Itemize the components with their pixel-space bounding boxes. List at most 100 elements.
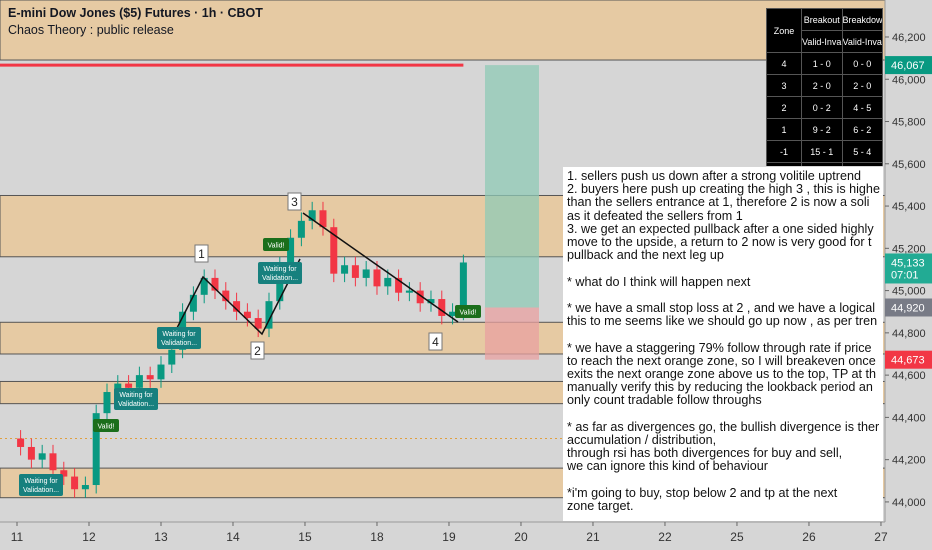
table-cell: 4 (766, 52, 802, 75)
candle-body (135, 375, 143, 388)
header-row: ZoneBreakoutBreakdown (766, 8, 883, 53)
swing-label: 4 (428, 332, 443, 351)
badge-text: Valid! (268, 243, 285, 250)
note-line: through rsi has both divergences for buy… (567, 446, 843, 461)
y-tick-label: 44,000 (892, 497, 926, 509)
x-tick-label: 15 (298, 530, 312, 544)
note-paragraph: * we have a staggering 79% follow throug… (567, 340, 883, 408)
candle-body (146, 375, 154, 380)
header-cell: Breakout (801, 8, 843, 31)
price-tag-label: 46,067 (891, 60, 925, 72)
note-line: we can ignore this kind of behaviour (567, 459, 768, 474)
valid-badge: Valid! (263, 238, 289, 251)
note-line: 2. buyers here push up creating the high… (567, 182, 880, 197)
note-line: *i'm going to buy, stop below 2 and tp a… (567, 485, 838, 500)
note-paragraph: *i'm going to buy, stop below 2 and tp a… (567, 485, 883, 513)
price-tag-sub: 07:01 (891, 269, 919, 281)
candle-body (71, 476, 79, 490)
candle-body (49, 453, 57, 471)
note-line: than the sellers entrance at 1, therefor… (567, 195, 870, 210)
x-tick-label: 12 (82, 530, 96, 544)
candle-body (416, 290, 424, 304)
note-line: * as far as divergences go, the bullish … (567, 419, 880, 434)
candle-body (330, 227, 338, 274)
x-tick-label: 13 (154, 530, 168, 544)
badge-text: Validation... (23, 487, 59, 494)
table-cell: 6 - 4 (801, 162, 843, 166)
candle-body (168, 349, 176, 365)
note-line: * we have a staggering 79% follow throug… (567, 340, 872, 355)
candle-body (438, 299, 446, 316)
price-tag (885, 350, 932, 369)
note-line: 1. sellers push us down after a strong v… (567, 169, 862, 183)
candle-body (427, 299, 435, 304)
candle-body (287, 237, 295, 266)
candle-body (297, 220, 305, 238)
x-tick-label: 18 (370, 530, 384, 544)
waiting-badge: Waiting for Validation... (114, 388, 158, 410)
x-tick-label: 25 (730, 530, 744, 544)
candle-body (362, 269, 370, 278)
y-tick-label: 46,200 (892, 32, 926, 44)
stop-zone (484, 307, 539, 360)
x-tick-label: 22 (658, 530, 672, 544)
candle-body (243, 311, 251, 319)
note-paragraph: * we have a small stop loss at 2 , and w… (567, 301, 883, 328)
price-tag (885, 56, 932, 75)
swing-label: 3 (287, 192, 302, 211)
note-paragraph: * as far as divergences go, the bullish … (567, 419, 883, 474)
note-line: 3. we get an expected pullback after a o… (567, 221, 874, 236)
note-line: accumulation / distribution, (567, 433, 717, 447)
x-tick-label: 14 (226, 530, 240, 544)
note-line: manually verify this by reducing the loo… (567, 380, 873, 395)
waiting-badge: Waiting for Validation... (19, 474, 63, 496)
candle-body (308, 210, 316, 221)
x-tick-label: 27 (874, 530, 888, 544)
candle-body (265, 301, 273, 329)
badge-text: Valid! (460, 310, 477, 317)
header-cell: Breakdown (841, 8, 883, 31)
table-cell: 9 - 2 (801, 118, 843, 141)
candle-body (319, 210, 327, 228)
table-cell: 0 - 2 (801, 96, 843, 119)
subheader-cell: Valid-Invalid (801, 30, 843, 53)
candle-body (222, 290, 230, 302)
candle-body (395, 277, 403, 293)
badge-text: Waiting for (263, 266, 297, 273)
swing-text: 2 (254, 344, 261, 358)
badge-text: Validation... (161, 340, 197, 347)
price-tag (885, 253, 932, 284)
price-tag-label: 45,133 (891, 257, 925, 269)
candle-body (114, 383, 122, 393)
candle-body (351, 265, 359, 278)
table-cell: -2 (766, 162, 802, 166)
x-tick-label: 26 (802, 530, 816, 544)
valid-badge: Valid! (455, 305, 481, 318)
price-tag (885, 298, 932, 317)
table-cell: 1 (766, 118, 802, 141)
note-line: as it defeated the sellers from 1 (567, 208, 743, 223)
table-cell: 3 (766, 74, 802, 97)
y-tick-label: 45,800 (892, 117, 926, 129)
table-cell: 2 - 0 (801, 74, 843, 97)
zone (0, 0, 886, 61)
badge-text: Waiting for (24, 478, 58, 485)
candle-body (233, 301, 241, 312)
badge-text: Validation... (118, 401, 154, 408)
table: ZoneBreakoutBreakdownValid-InvalidValid-… (766, 8, 883, 166)
candle-body (405, 290, 413, 293)
candle-body (211, 277, 219, 291)
x-tick-label: 21 (586, 530, 600, 544)
swing-text: 4 (432, 335, 439, 349)
candle-body (459, 262, 467, 312)
chart-title: E-mini Dow Jones ($5) Futures · 1h · CBO… (8, 6, 263, 20)
note-line: exits the next orange zone above us to t… (567, 367, 876, 381)
note-line: pullback and the next leg up (567, 248, 724, 263)
swing-line (175, 258, 301, 336)
table-cell: 5 - 4 (841, 140, 883, 163)
candle-body (103, 392, 111, 414)
swing-text: 1 (198, 247, 205, 261)
badge-text: Waiting for (162, 331, 196, 338)
